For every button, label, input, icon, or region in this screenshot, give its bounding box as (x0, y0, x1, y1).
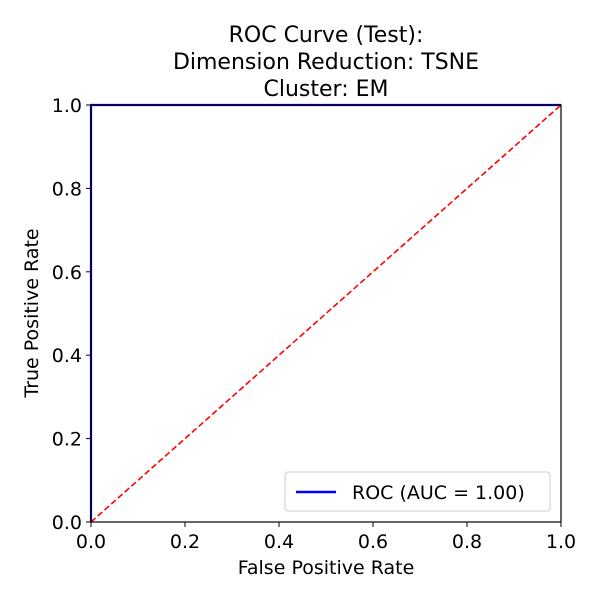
y-tick-label: 0.8 (52, 178, 82, 200)
x-tick-label: 0.8 (452, 531, 482, 553)
y-tick-label: 0.6 (52, 262, 82, 284)
legend: ROC (AUC = 1.00) (284, 471, 551, 512)
ticks-group: 0.0 0.2 0.4 0.6 0.8 1.0 0.0 0.2 0.4 0.6 0.8 1.0 (52, 95, 576, 553)
legend-label-roc: ROC (AUC = 1.00) (352, 482, 525, 504)
x-tick-label: 0.4 (264, 531, 294, 553)
y-tick-label: 0.0 (52, 512, 82, 534)
x-tick-label: 1.0 (546, 531, 576, 553)
axes-frame (90, 104, 562, 523)
chart-title-line-2: Dimension Reduction: TSNE (173, 50, 479, 75)
x-tick-label: 0.2 (170, 531, 200, 553)
y-tick-label: 0.2 (52, 429, 82, 451)
chart-title-line-3: Cluster: EM (264, 77, 389, 102)
y-tick-label: 0.4 (52, 345, 82, 367)
y-tick-label: 1.0 (52, 95, 82, 117)
diagonal-reference-line (90, 104, 562, 523)
chart-title: ROC Curve (Test): Dimension Reduction: T… (173, 23, 479, 102)
x-axis-label: False Positive Rate (238, 557, 415, 579)
y-axis-label: True Positive Rate (21, 228, 43, 398)
x-tick-label: 0.6 (358, 531, 388, 553)
chart-title-line-1: ROC Curve (Test): (229, 23, 424, 48)
legend-box (284, 471, 551, 512)
x-tick-label: 0.0 (76, 531, 106, 553)
